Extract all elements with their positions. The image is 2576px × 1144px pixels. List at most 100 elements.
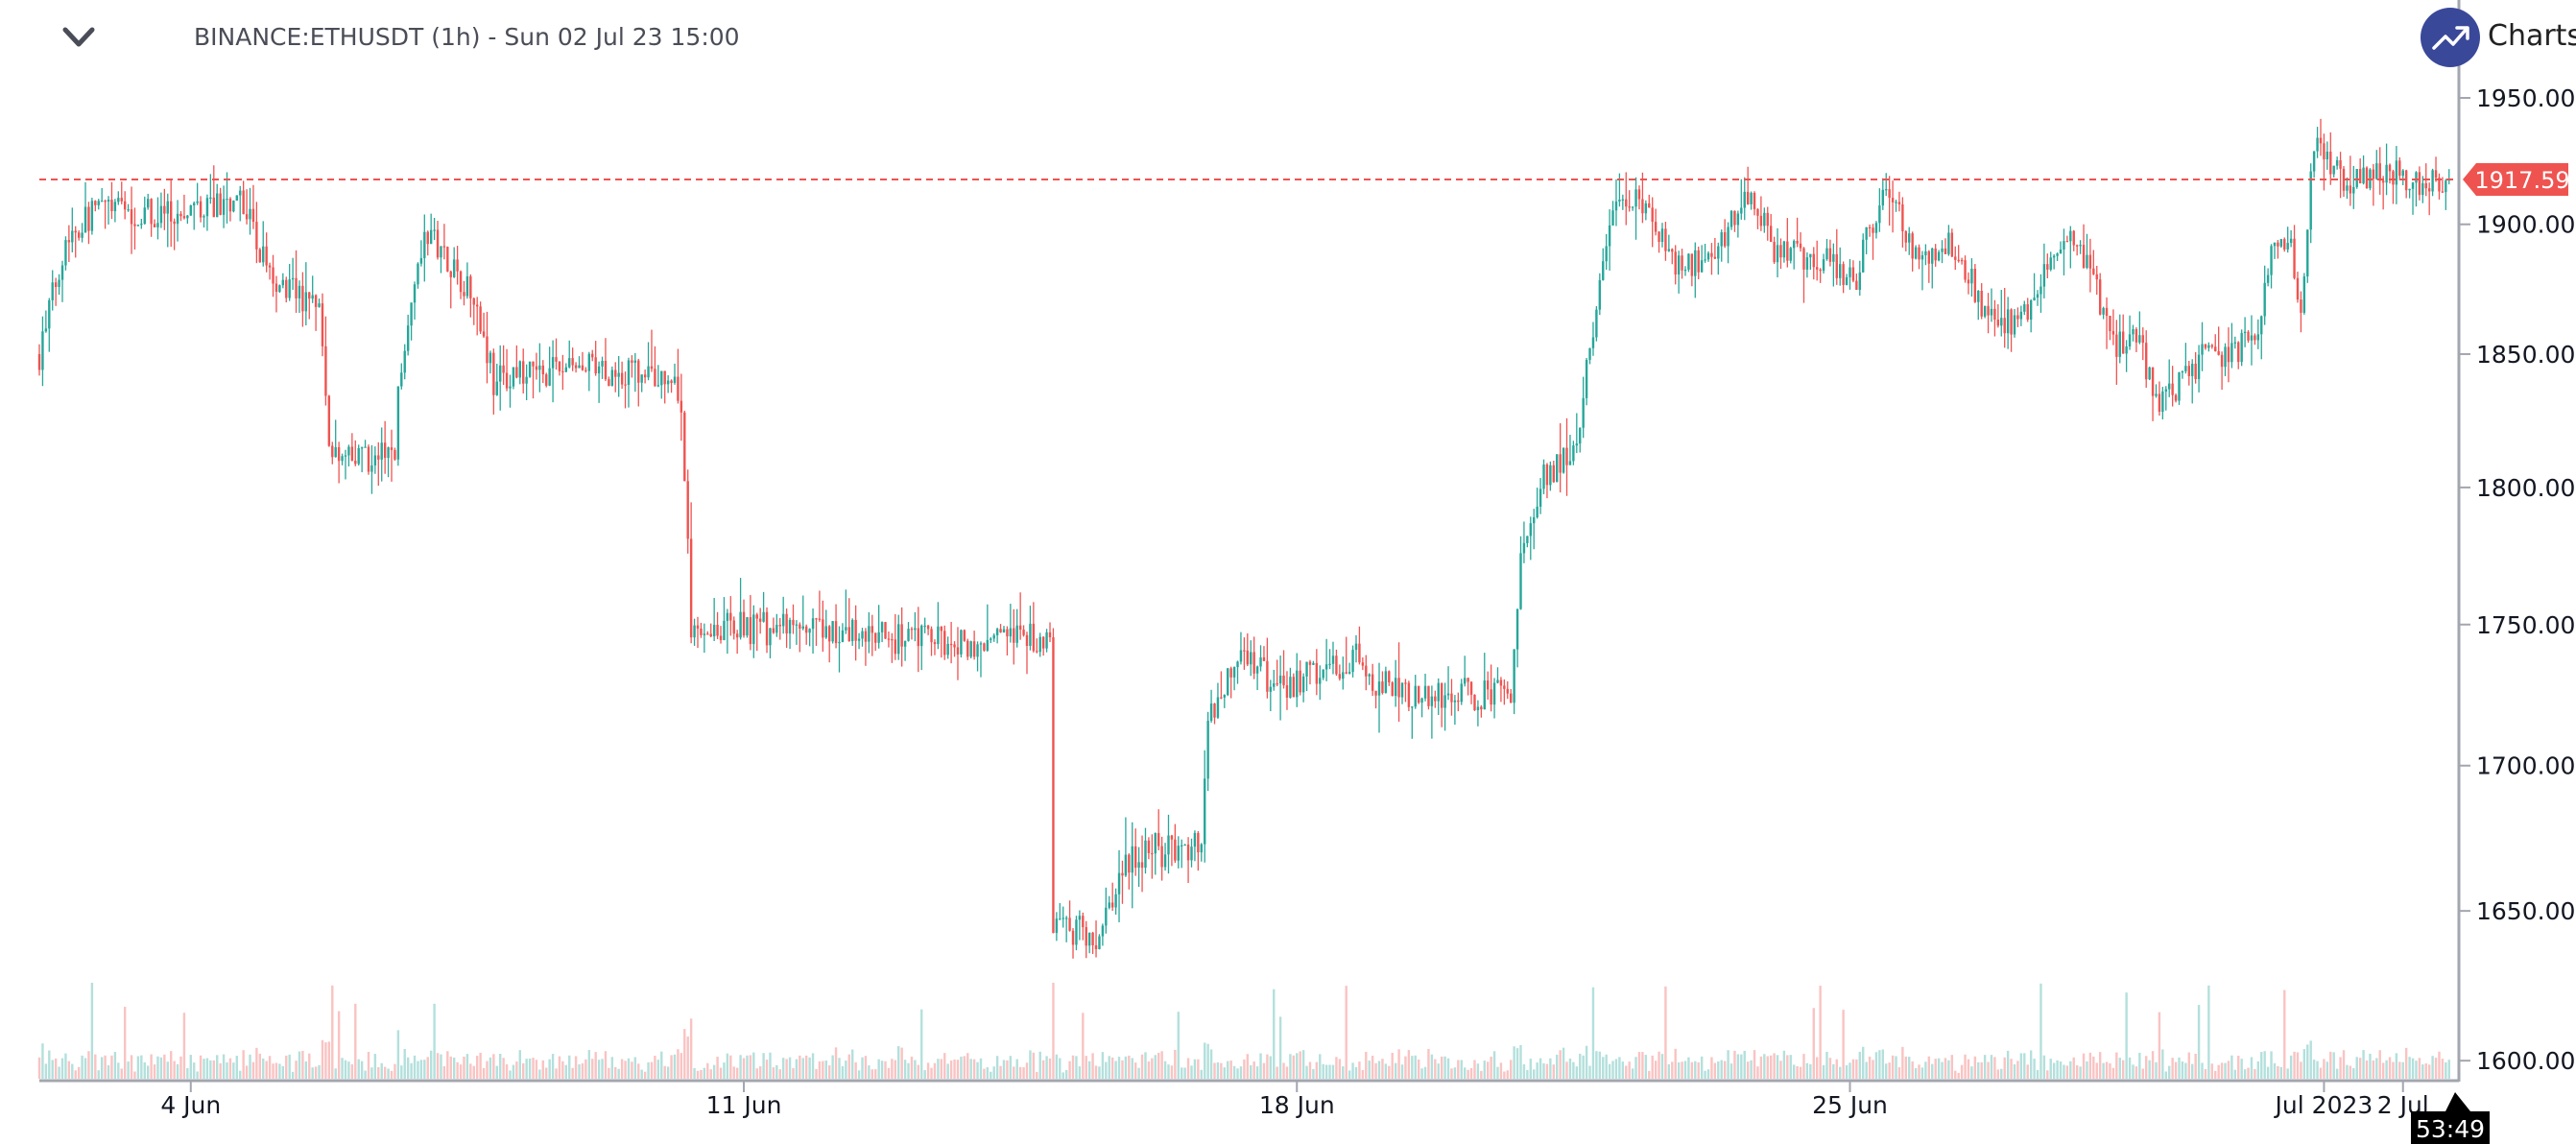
volume-bar	[153, 1064, 156, 1079]
volume-bar	[2102, 1062, 2105, 1079]
volume-bar	[1137, 1067, 1140, 1079]
candle-body	[689, 538, 693, 638]
volume-bar	[251, 1061, 255, 1079]
candle-body	[2237, 342, 2240, 363]
candle-body	[1983, 305, 1987, 317]
volume-bar	[262, 1058, 265, 1079]
candle-body	[1029, 623, 1032, 646]
volume-bar	[2372, 1060, 2375, 1079]
candle-body	[1022, 630, 1025, 635]
volume-bar	[1220, 1062, 1223, 1079]
candle-body	[1299, 670, 1301, 693]
time-axis[interactable]: 4 Jun 11 Jun 18 Jun 25 Jun Jul 2023 2 Jul	[160, 1081, 2429, 1119]
candle-body	[1025, 634, 1029, 646]
volume-bar	[1641, 1052, 1644, 1079]
candle-body	[2296, 277, 2300, 300]
volume-bar	[272, 1063, 274, 1079]
candle-body	[87, 206, 90, 231]
volume-bar	[956, 1060, 960, 1079]
candle-body	[1483, 680, 1486, 710]
candle-body	[943, 631, 946, 655]
volume-bar	[1759, 1056, 1763, 1079]
volume-bar	[301, 1050, 304, 1079]
candle-body	[166, 201, 169, 214]
volume-bar	[979, 1058, 983, 1079]
volume-bar	[2098, 1052, 2102, 1079]
volume-bar	[2145, 1056, 2148, 1079]
candle-body	[347, 446, 350, 456]
volume-bar	[578, 1064, 581, 1079]
volume-bar	[479, 1052, 482, 1079]
volume-bar	[1983, 1055, 1987, 1079]
volume-bar	[2352, 1068, 2355, 1079]
candle-body	[2148, 367, 2151, 380]
volume-bar	[1706, 1069, 1710, 1079]
candle-body	[1809, 253, 1812, 258]
candle-body	[775, 625, 778, 633]
volume-bar	[930, 1067, 933, 1079]
candle-body	[1621, 199, 1625, 201]
volume-bar	[1052, 983, 1055, 1079]
chevron-down-icon[interactable]	[60, 23, 98, 52]
candle-body	[2445, 180, 2447, 193]
candle-body	[1490, 689, 1492, 705]
candle-body	[2102, 307, 2105, 315]
volume-bar	[2243, 1069, 2247, 1079]
volume-bar	[894, 1060, 896, 1079]
volume-bar	[1660, 1054, 1664, 1079]
candle-body	[1816, 267, 1819, 270]
candle-body	[54, 282, 58, 288]
candle-body	[555, 357, 558, 362]
candle-body	[1618, 200, 1621, 202]
volume-bar	[2069, 1061, 2072, 1079]
candle-body	[920, 625, 923, 647]
volume-bar	[117, 1062, 120, 1079]
candle-body	[440, 246, 442, 258]
candle-body	[1845, 276, 1849, 285]
volume-bar	[1351, 1062, 1354, 1079]
candlesticks	[37, 118, 2450, 959]
volume-bar	[1147, 1061, 1151, 1079]
candle-body	[680, 400, 683, 413]
volume-bar	[555, 1068, 558, 1079]
volume-bar	[2181, 1061, 2184, 1079]
candle-body	[2191, 363, 2194, 376]
volume-bar	[2378, 1050, 2381, 1079]
volume-bar	[1487, 1061, 1490, 1079]
price-axis[interactable]: 1950.00 1900.00 1850.00 1800.00 1750.00 1700.…	[2459, 84, 2575, 1075]
volume-bar	[1015, 1059, 1018, 1079]
candle-body	[1970, 269, 1973, 284]
candle-body	[1443, 695, 1446, 708]
volume-bar	[1897, 1067, 1901, 1079]
candle-body	[350, 446, 354, 462]
candle-body	[528, 361, 532, 377]
candle-body	[153, 224, 156, 227]
candle-body	[2421, 182, 2424, 196]
candle-body	[265, 246, 268, 266]
volume-bar	[74, 1070, 77, 1079]
candle-body	[2079, 245, 2082, 247]
candle-body	[1262, 656, 1266, 661]
candle-body	[1496, 679, 1499, 683]
volume-bar	[1621, 1061, 1625, 1079]
volume-bar	[545, 1067, 548, 1079]
candle-body	[1071, 930, 1075, 945]
charts-logo[interactable]	[2421, 8, 2480, 67]
volume-bar	[156, 1056, 159, 1079]
volume-bar	[2381, 1062, 2385, 1079]
candle-body	[1602, 261, 1605, 280]
price-tick-label: 1650.00	[2476, 897, 2575, 925]
candle-body	[1977, 291, 1980, 302]
candle-body	[442, 246, 446, 248]
volume-bar	[2214, 1070, 2217, 1079]
volume-bar	[337, 1011, 341, 1079]
candle-body	[242, 190, 245, 215]
volume-bar	[515, 1061, 518, 1079]
volume-bar	[1335, 1057, 1338, 1079]
candle-body	[1996, 320, 2000, 326]
volume-bar	[1420, 1068, 1423, 1079]
volume-bar	[1223, 1067, 1226, 1079]
candle-body	[631, 360, 633, 363]
candle-body	[640, 374, 643, 383]
